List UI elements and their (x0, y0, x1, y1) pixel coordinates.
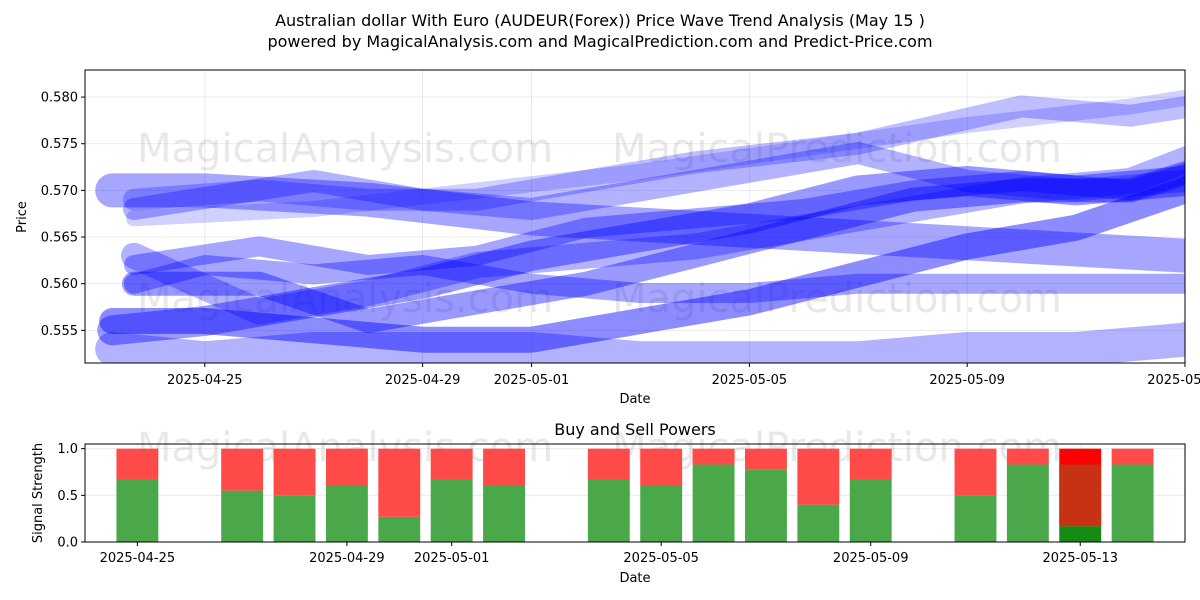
price-y-tick-label-1: 0.560 (41, 277, 78, 292)
price-x-tick-label-3: 2025-05-05 (712, 373, 788, 388)
sell-bar-5 (430, 448, 473, 480)
price-x-tick-label-1: 2025-04-29 (385, 373, 461, 388)
buy-bar-13 (954, 495, 997, 542)
price-x-tick-label-4: 2025-05-09 (929, 373, 1005, 388)
price-y-tick-label-5: 0.580 (41, 91, 78, 106)
signal-x-axis-label: Date (619, 571, 650, 586)
buy-bar-7 (587, 479, 630, 542)
sell-bar-3 (325, 448, 368, 486)
price-y-tick-label-4: 0.575 (41, 137, 78, 152)
signal-y-tick-label-0: 0.0 (57, 536, 78, 551)
buy-bar-2 (273, 495, 316, 542)
sell-bar-6 (483, 448, 525, 486)
signal-chart-panel: Buy and Sell Powers MagicalAnalysis.com … (31, 420, 1186, 586)
signal-chart-title: Buy and Sell Powers (554, 420, 716, 439)
sell-bar-13 (954, 448, 997, 496)
price-x-tick-label-2: 2025-05-01 (494, 373, 570, 388)
price-wave-line-7 (121, 145, 1185, 325)
price-wave-line-8 (97, 164, 1185, 346)
watermark-mid-left: MagicalAnalysis.com (137, 276, 553, 322)
signal-y-tick-label-1: 0.5 (57, 489, 78, 504)
sell-bar-8 (640, 448, 683, 486)
price-y-ticks: 0.555 0.560 0.565 0.570 0.575 0.580 (41, 91, 85, 339)
price-x-tick-label-5: 2025-05-13 (1147, 373, 1200, 388)
sell-bar-2 (273, 448, 316, 496)
sell-bar-11 (797, 448, 840, 505)
sell-bar-1 (221, 448, 264, 491)
signal-x-tick-label-5: 2025-05-13 (1042, 551, 1118, 566)
signal-x-tick-label-2: 2025-05-01 (414, 551, 490, 566)
signal-plot-background (85, 444, 1185, 542)
price-y-tick-label-3: 0.570 (41, 184, 78, 199)
price-wave-line-9 (122, 160, 1185, 333)
price-wave-line-4 (95, 173, 1185, 273)
price-y-tick-label-2: 0.565 (41, 231, 78, 246)
price-wave-line-5 (124, 162, 1185, 275)
price-grid (85, 70, 1186, 363)
price-x-axis-label: Date (619, 392, 650, 407)
highlight-overlay-bar (1059, 464, 1102, 527)
price-wave-line-3 (123, 142, 1185, 220)
buy-bar-5 (430, 479, 473, 542)
signal-y-tick-label-2: 1.0 (57, 442, 78, 457)
figure-title-line1: Australian dollar With Euro (AUDEUR(Fore… (275, 11, 925, 30)
price-wave-line-1 (126, 89, 1185, 227)
price-x-tick-label-0: 2025-04-25 (167, 373, 243, 388)
signal-y-axis-label: Signal Strength (31, 443, 46, 543)
buy-bar-8 (640, 486, 683, 542)
buy-bar-15 (1059, 526, 1102, 542)
watermark-mid-right: MagicalPrediction.com (612, 276, 1062, 322)
sell-bar-14 (1006, 448, 1049, 465)
buy-bar-9 (692, 464, 735, 542)
sell-bar-12 (849, 448, 892, 480)
signal-bars (116, 448, 1154, 542)
sell-bar-4 (378, 448, 421, 517)
buy-bar-6 (483, 486, 525, 542)
price-wave-line-11 (95, 321, 1185, 363)
signal-x-tick-label-1: 2025-04-29 (309, 551, 385, 566)
signal-x-tick-label-0: 2025-04-25 (100, 551, 176, 566)
price-wave-line-10 (99, 175, 1185, 353)
sell-bar-10 (745, 448, 787, 470)
price-y-axis-label: Price (15, 201, 30, 233)
price-plot-background (85, 70, 1185, 363)
signal-x-tick-label-3: 2025-05-05 (623, 551, 699, 566)
watermark-top-right: MagicalPrediction.com (612, 126, 1062, 172)
price-wave-series (95, 89, 1185, 363)
price-wave-line-2 (123, 95, 1185, 211)
sell-bar-7 (587, 448, 630, 480)
signal-x-ticks: 2025-04-25 2025-04-29 2025-05-01 2025-05-05… (100, 542, 1118, 566)
buy-bar-4 (378, 516, 421, 542)
buy-bar-3 (325, 486, 368, 542)
buy-bar-14 (1006, 464, 1049, 542)
price-y-tick-label-0: 0.555 (41, 324, 78, 339)
price-plot-frame (84, 69, 1186, 364)
price-x-ticks: 2025-04-25 2025-04-29 2025-05-01 2025-05-05… (167, 363, 1200, 388)
signal-y-ticks: 0.0 0.5 1.0 (57, 442, 85, 551)
watermark-top-left: MagicalAnalysis.com (137, 126, 553, 172)
buy-bar-16 (1111, 464, 1154, 542)
sell-bar-0 (116, 448, 159, 480)
buy-bar-12 (849, 479, 892, 542)
figure-title-line2: powered by MagicalAnalysis.com and Magic… (267, 32, 932, 51)
sell-bar-16 (1111, 448, 1154, 465)
price-wave-line-6 (124, 255, 1185, 303)
price-chart-panel: MagicalAnalysis.com MagicalPrediction.co… (15, 69, 1200, 407)
signal-plot-frame (84, 443, 1186, 543)
buy-bar-11 (797, 504, 840, 542)
sell-bar-9 (692, 448, 735, 465)
buy-bar-10 (745, 469, 787, 542)
signal-x-tick-label-4: 2025-05-09 (833, 551, 909, 566)
buy-bar-0 (116, 479, 159, 542)
buy-bar-1 (221, 490, 264, 542)
